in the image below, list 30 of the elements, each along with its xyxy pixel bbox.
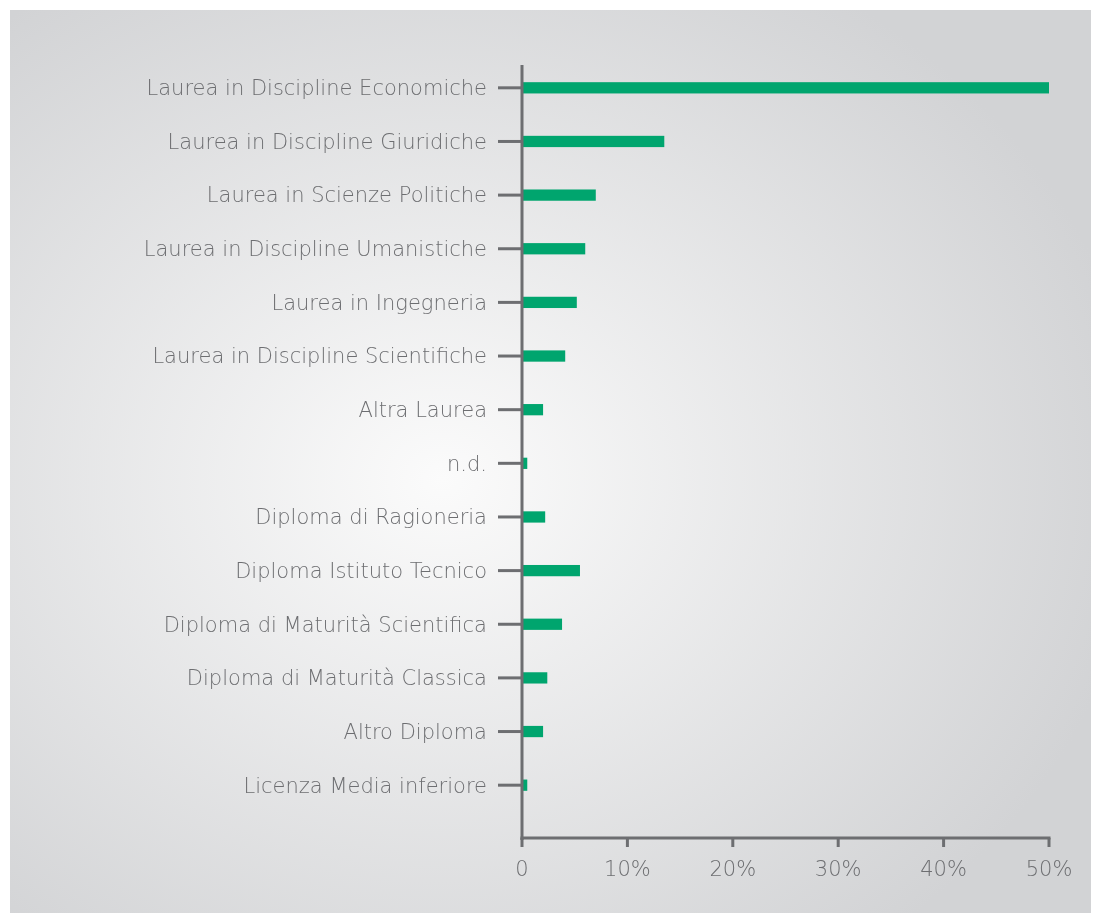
- y-tick-label: Licenza Media inferiore: [243, 773, 487, 798]
- bar: [522, 135, 665, 148]
- x-tick-label: 0: [515, 857, 529, 881]
- bar: [522, 618, 563, 630]
- y-tick-label: Laurea in Discipline Giuridiche: [167, 129, 487, 154]
- y-tick-label: Diploma di Maturità Classica: [186, 666, 487, 691]
- x-tick-label: 20%: [709, 857, 757, 881]
- bar: [522, 511, 546, 523]
- bar: [522, 296, 577, 309]
- bar: [522, 82, 1049, 94]
- x-tick-label: 50%: [1025, 857, 1073, 881]
- bar: [522, 672, 548, 684]
- x-tick-label: 40%: [920, 857, 967, 881]
- y-tick-label: Diploma Istituto Tecnico: [235, 558, 487, 583]
- bar: [522, 189, 596, 201]
- bar: [522, 350, 566, 362]
- bar: [522, 564, 580, 577]
- x-tick-label: 30%: [814, 857, 862, 881]
- y-tick-label: n.d.: [447, 451, 487, 476]
- x-tick-label: 10%: [604, 857, 651, 881]
- y-tick-label: Diploma di Maturità Scientifica: [163, 612, 487, 637]
- y-tick-label: Laurea in Discipline Umanistiche: [143, 237, 487, 262]
- y-tick-label: Altra Laurea: [358, 398, 487, 423]
- y-tick-label: Diploma di Ragioneria: [255, 505, 487, 530]
- bar: [522, 243, 586, 255]
- y-tick-label: Laurea in Discipline Economiche: [146, 76, 487, 101]
- y-tick-label: Altro Diploma: [343, 719, 487, 744]
- y-tick-label: Laurea in Ingegneria: [271, 290, 487, 315]
- y-tick-label: Laurea in Scienze Politiche: [206, 183, 487, 208]
- y-tick-label: Laurea in Discipline Scientifiche: [152, 344, 487, 369]
